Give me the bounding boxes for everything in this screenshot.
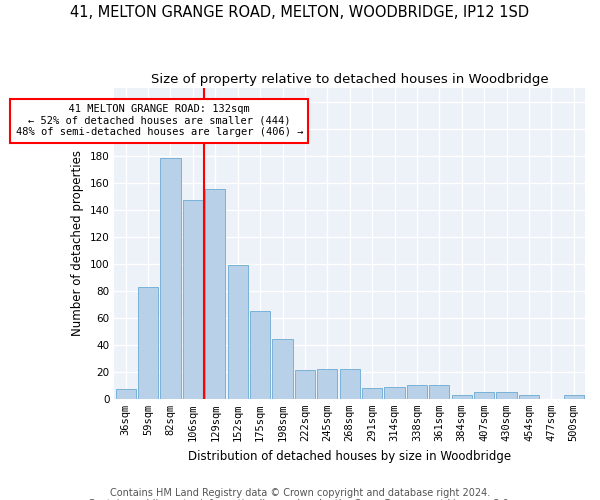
Bar [385, 386, 404, 399]
Bar [496, 392, 517, 399]
Bar [227, 265, 248, 399]
Y-axis label: Number of detached properties: Number of detached properties [71, 150, 84, 336]
Bar [429, 386, 449, 399]
Bar [116, 390, 136, 399]
Bar [272, 340, 293, 399]
Text: Contains HM Land Registry data © Crown copyright and database right 2024.: Contains HM Land Registry data © Crown c… [110, 488, 490, 498]
Bar [138, 286, 158, 399]
Text: Contains public sector information licensed under the Open Government Licence v3: Contains public sector information licen… [88, 499, 512, 500]
Bar [362, 388, 382, 399]
Bar [519, 395, 539, 399]
Bar [452, 395, 472, 399]
X-axis label: Distribution of detached houses by size in Woodbridge: Distribution of detached houses by size … [188, 450, 511, 462]
Text: 41, MELTON GRANGE ROAD, MELTON, WOODBRIDGE, IP12 1SD: 41, MELTON GRANGE ROAD, MELTON, WOODBRID… [70, 5, 530, 20]
Text: 41 MELTON GRANGE ROAD: 132sqm  
← 52% of detached houses are smaller (444)
48% o: 41 MELTON GRANGE ROAD: 132sqm ← 52% of d… [16, 104, 303, 138]
Bar [250, 311, 270, 399]
Bar [295, 370, 315, 399]
Bar [317, 369, 337, 399]
Title: Size of property relative to detached houses in Woodbridge: Size of property relative to detached ho… [151, 72, 548, 86]
Bar [474, 392, 494, 399]
Bar [205, 190, 226, 399]
Bar [160, 158, 181, 399]
Bar [183, 200, 203, 399]
Bar [564, 395, 584, 399]
Bar [340, 369, 360, 399]
Bar [407, 386, 427, 399]
